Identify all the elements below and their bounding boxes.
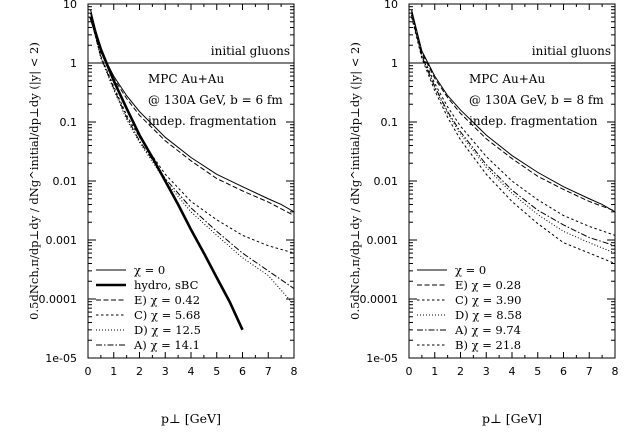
- x-tick-label: 2: [136, 365, 143, 378]
- x-tick-label: 1: [431, 365, 438, 378]
- annotation-line: indep. fragmentation: [148, 114, 277, 128]
- initial-gluons-label: initial gluons: [532, 44, 611, 58]
- annotation-line: @ 130A GeV, b = 6 fm: [148, 93, 283, 107]
- legend-label: E) χ = 0.42: [134, 293, 200, 307]
- series-line: [411, 14, 615, 254]
- y-tick-label: 1: [70, 57, 77, 70]
- y-tick-label: 1e-05: [45, 352, 77, 365]
- x-tick-label: 2: [457, 365, 464, 378]
- x-tick-label: 7: [265, 365, 272, 378]
- y-tick-label: 0.0001: [39, 293, 78, 306]
- y-tick-label: 0.001: [367, 234, 399, 247]
- legend-label: C) χ = 3.90: [455, 293, 521, 307]
- legend-label: C) χ = 5.68: [134, 308, 200, 322]
- x-tick-label: 7: [586, 365, 593, 378]
- x-tick-label: 8: [612, 365, 619, 378]
- x-tick-label: 0: [406, 365, 413, 378]
- series-line: [411, 13, 615, 236]
- legend-label: A) χ = 9.74: [454, 323, 521, 337]
- legend-label: χ = 0: [455, 263, 486, 277]
- annotation-line: @ 130A GeV, b = 8 fm: [469, 93, 604, 107]
- x-tick-label: 8: [291, 365, 298, 378]
- series-group: [411, 9, 615, 264]
- legend-label: E) χ = 0.28: [455, 278, 521, 292]
- x-tick-label: 6: [560, 365, 567, 378]
- annotation-line: indep. fragmentation: [469, 114, 598, 128]
- x-tick-label: 4: [188, 365, 195, 378]
- x-tick-label: 6: [239, 365, 246, 378]
- y-tick-label: 10: [384, 0, 398, 11]
- series-line: [89, 16, 244, 331]
- x-tick-label: 1: [110, 365, 117, 378]
- y-tick-label: 10: [63, 0, 77, 11]
- legend-label: A) χ = 14.1: [133, 338, 200, 352]
- y-tick-label: 0.001: [46, 234, 78, 247]
- y-tick-label: 0.1: [381, 116, 399, 129]
- series-line: [411, 14, 615, 247]
- initial-gluons-label: initial gluons: [211, 44, 290, 58]
- x-axis-label: p⊥ [GeV]: [482, 411, 542, 426]
- series-line: [90, 16, 294, 254]
- x-tick-label: 3: [483, 365, 490, 378]
- y-tick-label: 0.01: [374, 175, 399, 188]
- x-tick-label: 4: [509, 365, 516, 378]
- annotation-line: MPC Au+Au: [148, 72, 224, 86]
- x-tick-label: 3: [162, 365, 169, 378]
- y-tick-label: 0.0001: [360, 293, 399, 306]
- y-tick-label: 0.01: [53, 175, 78, 188]
- legend-label: D) χ = 8.58: [455, 308, 522, 322]
- right-chart-panel: 0 1 2 3 4 5 6 7 8 1e-05 0.0001 0.001 0.01 0.1 1 10 initi…: [348, 0, 619, 426]
- legend-label: B) χ = 21.8: [455, 338, 521, 352]
- x-tick-label: 5: [534, 365, 541, 378]
- y-axis-label: 0.5dNch,π/dp⊥dy / dNg^initial/dp⊥dy (|y|…: [348, 42, 363, 320]
- x-tick-label: 5: [213, 365, 220, 378]
- x-axis-label: p⊥ [GeV]: [161, 411, 221, 426]
- left-chart-panel: 0 1 2 3 4 5 6 7 8 1e-05 0.0001 0.001 0.01 0.1 1 10 initi…: [27, 0, 298, 426]
- x-tick-label: 0: [85, 365, 92, 378]
- legend-label: hydro, sBC: [134, 278, 199, 292]
- y-tick-label: 1e-05: [366, 352, 398, 365]
- series-line: [411, 16, 615, 264]
- legend-label: χ = 0: [134, 263, 165, 277]
- series-line: [411, 9, 615, 213]
- annotation-line: MPC Au+Au: [469, 72, 545, 86]
- legend-label: D) χ = 12.5: [134, 323, 201, 337]
- series-line: [90, 9, 294, 213]
- series-line: [90, 16, 294, 306]
- y-tick-label: 0.1: [60, 116, 78, 129]
- series-line: [411, 11, 615, 212]
- series-group: [89, 9, 294, 331]
- series-line: [90, 13, 294, 216]
- y-axis-label: 0.5dNch,π/dp⊥dy / dNg^initial/dp⊥dy (|y|…: [27, 42, 42, 320]
- y-tick-label: 1: [391, 57, 398, 70]
